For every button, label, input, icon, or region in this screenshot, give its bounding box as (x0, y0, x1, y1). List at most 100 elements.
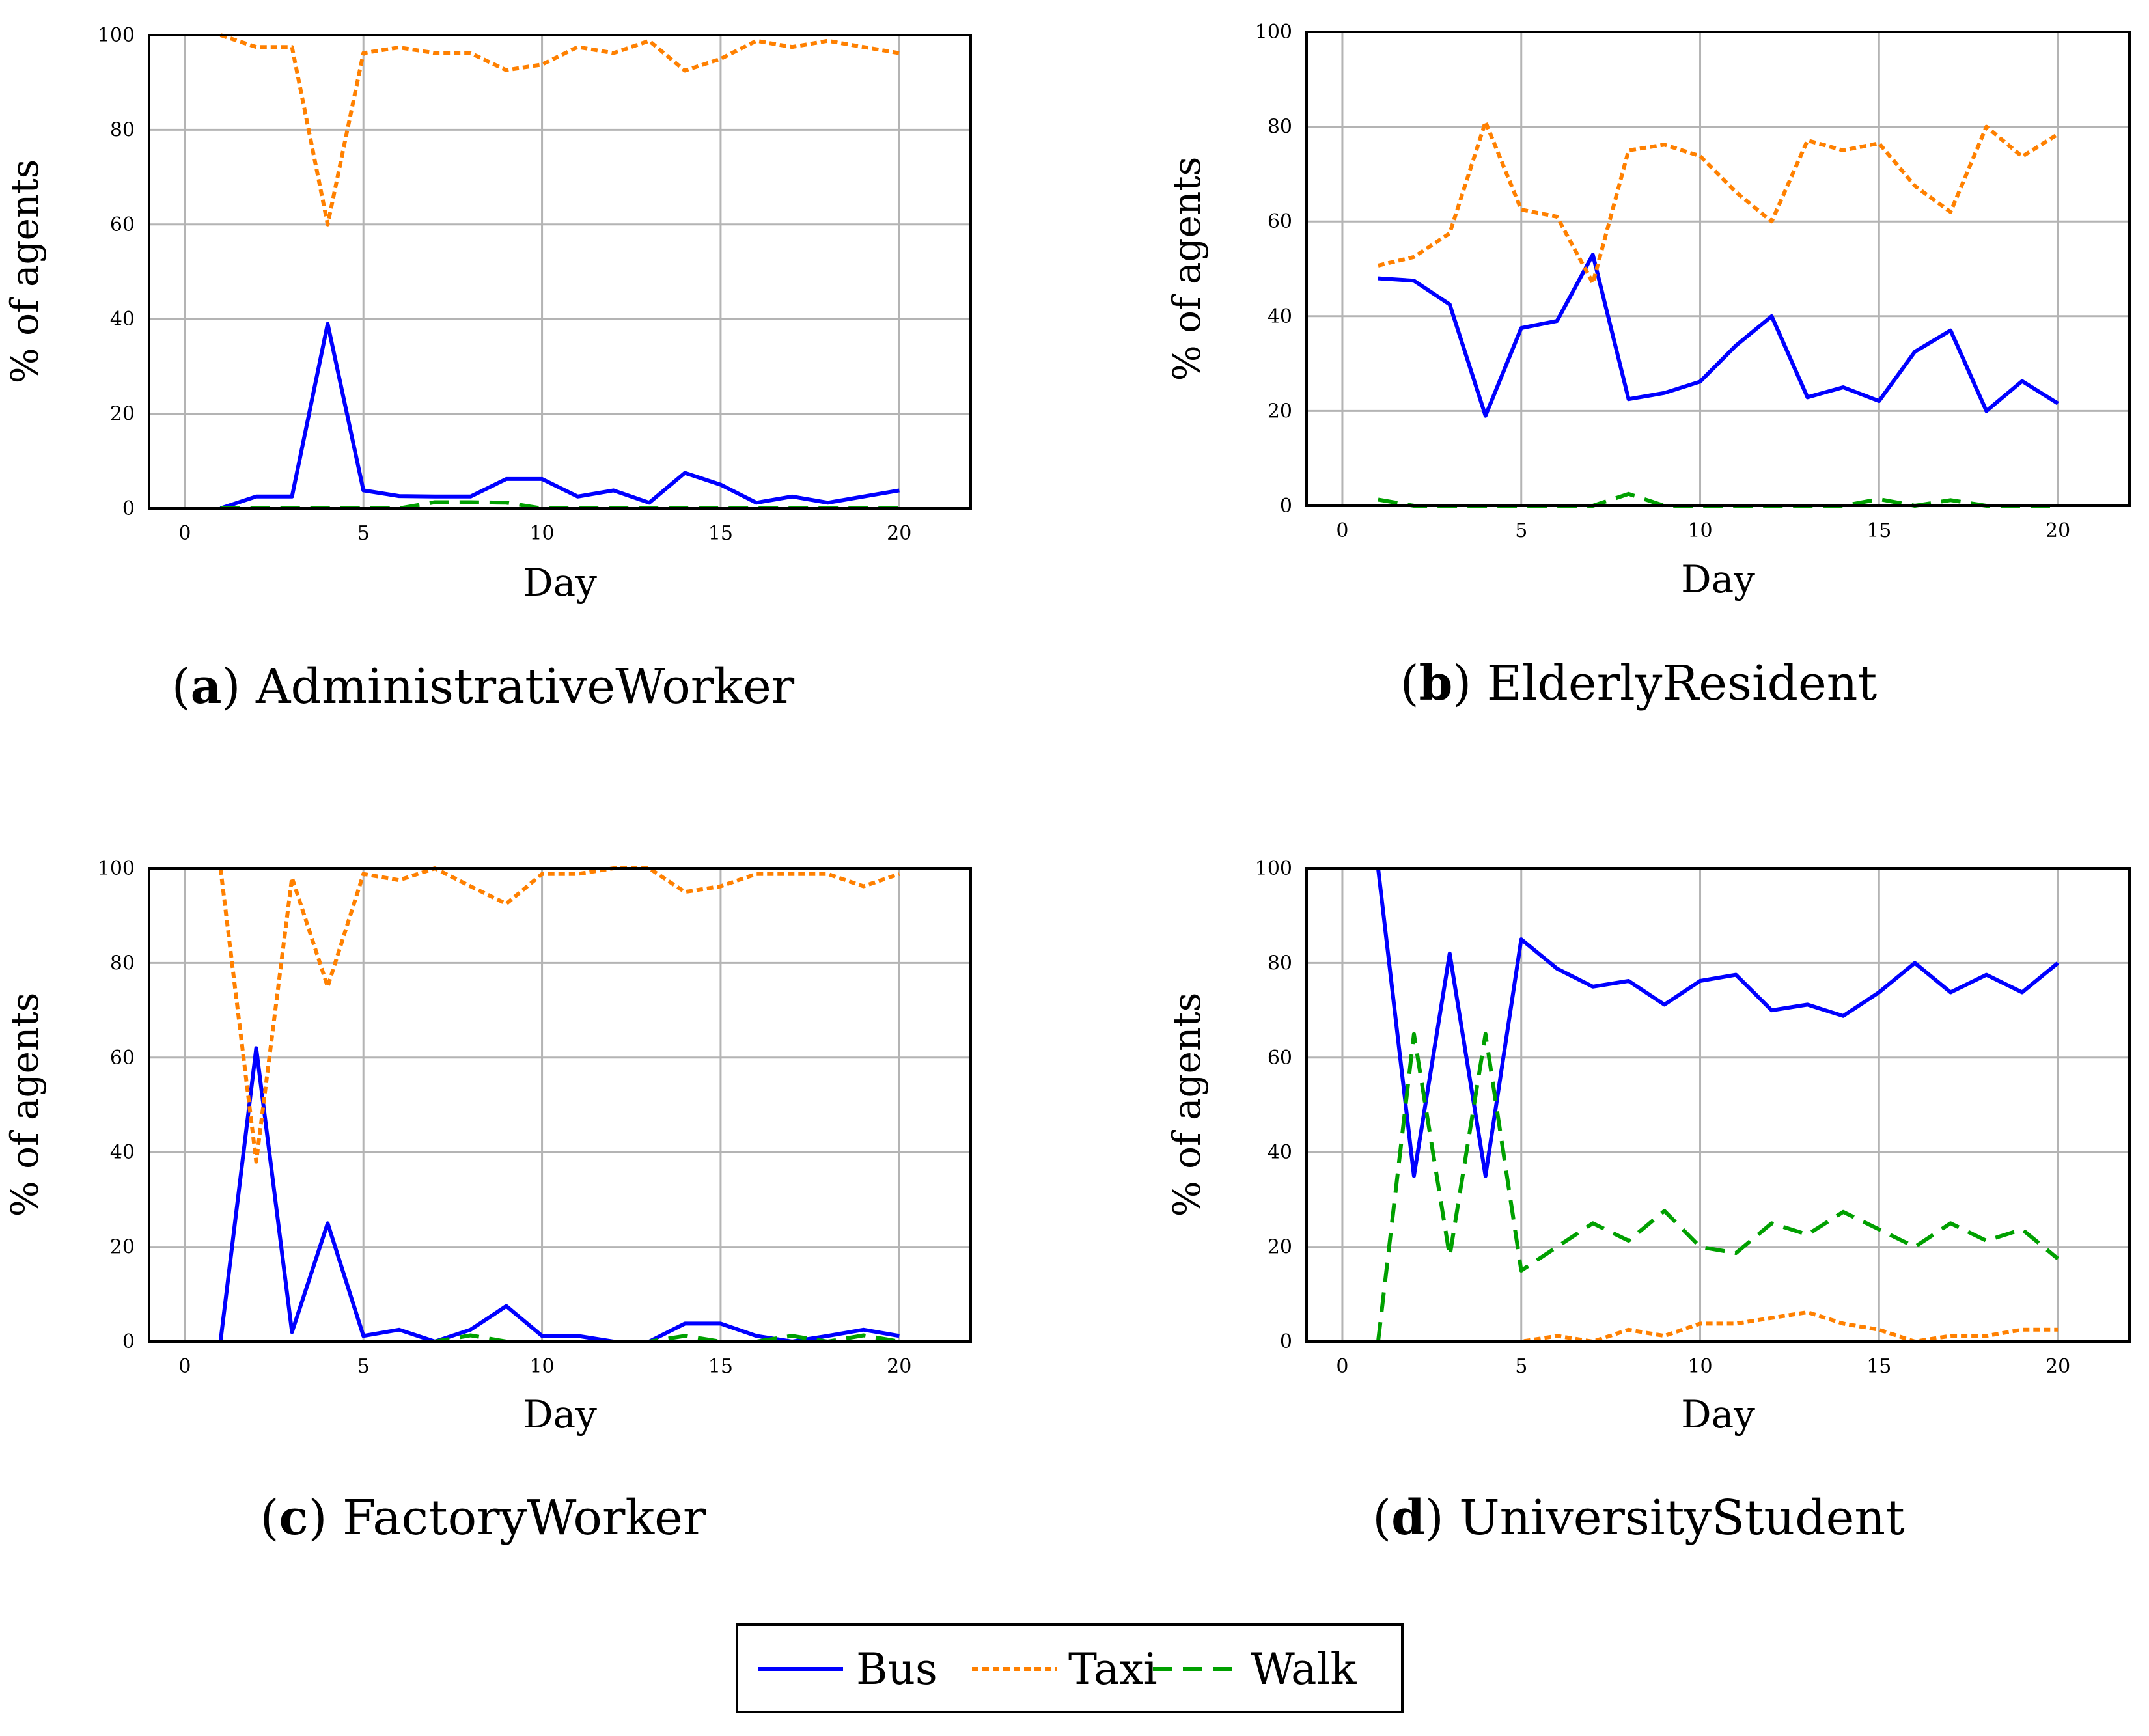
caption-name: UniversityStudent (1459, 1490, 1905, 1546)
y-tick-label: 20 (110, 403, 135, 426)
x-tick-label: 5 (1515, 1355, 1527, 1378)
series-line-bus (219, 322, 900, 510)
caption-paren-open: ( (1372, 1490, 1391, 1546)
series-line-taxi (1378, 120, 2059, 285)
x-tick-label: 15 (1866, 519, 1891, 542)
x-tick-label: 20 (887, 522, 911, 545)
y-axis-label: % of agents (1165, 157, 1209, 381)
y-tick-label: 20 (110, 1236, 135, 1259)
series-line-walk (1378, 491, 2059, 508)
x-tick-label: 0 (1336, 519, 1348, 542)
x-tick-label: 10 (529, 522, 554, 545)
y-tick-label: 100 (98, 857, 135, 880)
y-axis-label: % of agents (3, 159, 47, 384)
x-tick-label: 5 (1515, 519, 1527, 542)
panel-caption: (c) FactoryWorker (260, 1490, 706, 1546)
grid (149, 34, 971, 510)
series-line-bus (1378, 253, 2059, 418)
x-tick-label: 10 (1687, 1355, 1712, 1378)
x-axis-label: Day (1681, 557, 1755, 601)
y-tick-label: 0 (122, 497, 135, 520)
plot-frame (1305, 867, 2131, 1343)
series-line-taxi (219, 33, 900, 227)
y-tick-label: 100 (1255, 857, 1292, 880)
x-tick-label: 10 (529, 1355, 554, 1378)
x-tick-label: 20 (887, 1355, 911, 1378)
x-tick-label: 20 (2045, 519, 2070, 542)
y-tick-label: 80 (1268, 116, 1292, 139)
y-tick-label: 40 (1268, 1141, 1292, 1164)
caption-paren-open: ( (172, 659, 191, 715)
caption-name: AdministrativeWorker (255, 659, 795, 715)
panel-caption: (a) AdministrativeWorker (172, 659, 795, 715)
caption-paren-open: ( (260, 1490, 279, 1546)
x-tick-label: 0 (1336, 1355, 1348, 1378)
series-line-bus (1376, 868, 2060, 1178)
y-tick-label: 0 (122, 1330, 135, 1353)
y-tick-label: 40 (110, 308, 135, 331)
grid (149, 867, 971, 1343)
caption-letter: a (191, 659, 222, 715)
y-tick-label: 80 (110, 118, 135, 141)
panel-caption: (b) ElderlyResident (1400, 655, 1878, 711)
chart-panel-b: 0 5 10 15 20 0 20 40 60 80 100 Day % of agents (b) El… (1165, 21, 2131, 711)
caption-letter: d (1391, 1490, 1425, 1546)
legend: Bus Taxi Walk (736, 1623, 1404, 1713)
y-tick-label: 60 (110, 1047, 135, 1069)
series-line-walk (1376, 1032, 2060, 1342)
panel-caption: (d) UniversityStudent (1372, 1490, 1905, 1546)
x-axis-label: Day (523, 1392, 597, 1437)
y-tick-label: 60 (110, 214, 135, 236)
caption-paren-close: ) (309, 1490, 342, 1546)
x-tick-label: 0 (178, 522, 191, 545)
caption-paren-close: ) (1452, 655, 1486, 711)
caption-letter: b (1419, 655, 1453, 711)
series-line-taxi (1378, 1310, 2059, 1343)
series-line-bus (218, 1046, 900, 1343)
y-tick-label: 40 (1268, 305, 1292, 328)
legend-box (736, 1623, 1404, 1713)
y-tick-label: 100 (1255, 21, 1292, 44)
caption-paren-close: ) (222, 659, 256, 715)
legend-label-walk: Walk (1251, 1644, 1357, 1694)
y-tick-label: 80 (1268, 952, 1292, 974)
grid (1307, 867, 2129, 1343)
y-tick-label: 20 (1268, 1236, 1292, 1259)
x-tick-label: 20 (2045, 1355, 2070, 1378)
legend-label-bus: Bus (856, 1644, 937, 1694)
caption-paren-close: ) (1425, 1490, 1459, 1546)
caption-name: ElderlyResident (1487, 655, 1878, 711)
x-tick-label: 15 (708, 1355, 733, 1378)
legend-label-taxi: Taxi (1068, 1644, 1158, 1694)
caption-letter: c (279, 1490, 309, 1546)
y-tick-label: 0 (1280, 1330, 1292, 1353)
caption-name: FactoryWorker (342, 1490, 706, 1546)
y-tick-label: 60 (1268, 1047, 1292, 1069)
x-tick-label: 10 (1687, 519, 1712, 542)
y-tick-label: 100 (98, 24, 135, 47)
x-axis-label: Day (523, 560, 597, 605)
x-tick-label: 15 (708, 522, 733, 545)
y-axis-label: % of agents (3, 993, 47, 1217)
caption-paren-open: ( (1400, 655, 1419, 711)
y-tick-label: 20 (1268, 400, 1292, 422)
y-tick-label: 40 (110, 1141, 135, 1164)
x-tick-label: 15 (1866, 1355, 1891, 1378)
chart-panel-c: 0 5 10 15 20 0 20 40 60 80 100 Day % of agents (c) Fa… (3, 857, 972, 1546)
y-axis-label: % of agents (1165, 993, 1209, 1217)
chart-panel-a: 0 5 10 15 20 0 20 40 60 80 100 Day % of agents (a) Ad… (3, 24, 972, 715)
y-tick-label: 80 (110, 952, 135, 974)
x-tick-label: 5 (357, 1355, 370, 1378)
chart-panel-d: 0 5 10 15 20 0 20 40 60 80 100 Day % of agents (d) Un… (1165, 857, 2131, 1546)
x-axis-label: Day (1681, 1392, 1755, 1437)
plot-frame (148, 34, 972, 510)
y-tick-label: 60 (1268, 210, 1292, 233)
plot-frame (148, 867, 972, 1343)
plot-frame (1305, 31, 2131, 507)
grid (1307, 31, 2129, 507)
series-line-taxi (218, 866, 900, 1164)
x-tick-label: 0 (178, 1355, 191, 1378)
x-tick-label: 5 (357, 522, 370, 545)
y-tick-label: 0 (1280, 495, 1292, 517)
